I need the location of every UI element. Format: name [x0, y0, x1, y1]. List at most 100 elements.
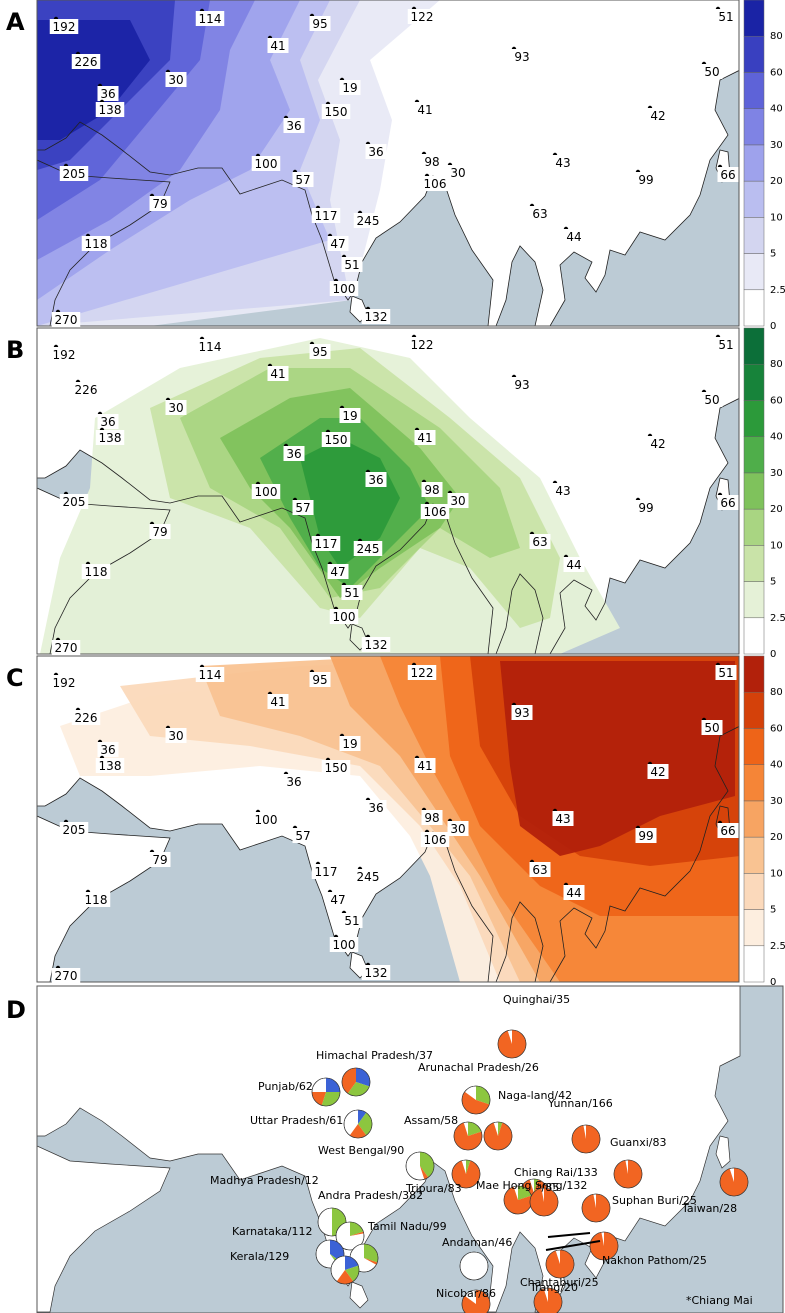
- site-label: 36: [283, 443, 305, 461]
- site-value: 41: [270, 39, 285, 53]
- site-value: 117: [315, 865, 338, 879]
- site-label: 42: [647, 105, 669, 123]
- pie-outline: [311, 1077, 341, 1107]
- site-label-box: [447, 821, 469, 836]
- site-label-box: [414, 758, 436, 773]
- site-value: 50: [704, 393, 719, 407]
- site-value: 57: [295, 829, 310, 843]
- site-label-box: [149, 852, 171, 867]
- site-label-box: [327, 236, 349, 251]
- site-label-box: [447, 493, 469, 508]
- site-value: 192: [53, 20, 76, 34]
- site-value: 63: [532, 535, 547, 549]
- colorbar-segment-6: [743, 400, 765, 437]
- site-label-box: [311, 864, 341, 879]
- site-label: 100: [251, 481, 281, 499]
- site-label-box: [327, 892, 349, 907]
- colorbar-segment-4: [743, 144, 765, 182]
- colorbar-tick: 60: [770, 723, 783, 734]
- site-value: 118: [85, 893, 108, 907]
- site-label: 99: [635, 169, 657, 187]
- colorbar-segment-5: [743, 764, 765, 802]
- site-label-box: [511, 705, 533, 720]
- site-label-box: [81, 236, 111, 251]
- site-label: 270: [51, 965, 81, 983]
- pie-label: Madhya Pradesh/12: [210, 1174, 319, 1187]
- colorbar-tick: 5: [770, 577, 776, 588]
- site-label-box: [49, 19, 79, 34]
- site-label-box: [407, 665, 437, 680]
- site-label: 95: [309, 13, 331, 31]
- colorbar-tick: 30: [770, 468, 783, 479]
- site-label: 270: [51, 637, 81, 655]
- site-label: 50: [701, 717, 723, 735]
- site-label: 114: [195, 336, 225, 354]
- site-value: 42: [650, 437, 665, 451]
- site-value: 100: [333, 282, 356, 296]
- site-label-box: [251, 812, 281, 827]
- colorbar-tick: 60: [770, 395, 783, 406]
- site-value: 51: [344, 914, 359, 928]
- colorbar-segment-8: [743, 0, 765, 37]
- site-value: 42: [650, 109, 665, 123]
- site-value: 245: [357, 542, 380, 556]
- site-value: 117: [315, 537, 338, 551]
- site-value: 100: [333, 610, 356, 624]
- site-value: 51: [718, 666, 733, 680]
- site-value: 44: [566, 230, 581, 244]
- pie-slice: [321, 1092, 340, 1106]
- site-label-box: [321, 432, 351, 447]
- pie-slice: [498, 1030, 526, 1058]
- site-label: 30: [447, 818, 469, 836]
- site-label-box: [717, 823, 739, 838]
- site-value: 106: [424, 505, 447, 519]
- colorbar-segment-3: [743, 180, 765, 218]
- site-label: 99: [635, 497, 657, 515]
- pie-chart: Himachal Pradesh/37: [316, 1049, 433, 1097]
- site-label-box: [563, 229, 585, 244]
- site-label: 42: [647, 433, 669, 451]
- site-value: 95: [312, 345, 327, 359]
- site-label: 106: [420, 173, 450, 191]
- pie-label: Arunachal Pradesh/26: [418, 1061, 539, 1074]
- colorbar-tick: 20: [770, 504, 783, 515]
- site-label: 132: [361, 962, 391, 980]
- site-label-box: [715, 337, 737, 352]
- site-label: 93: [511, 46, 533, 64]
- site-label: 79: [149, 849, 171, 867]
- site-label: 66: [717, 820, 739, 838]
- site-label-box: [81, 564, 111, 579]
- site-label-box: [49, 675, 79, 690]
- site-label: 44: [563, 554, 585, 572]
- site-value: 30: [168, 729, 183, 743]
- site-value: 106: [424, 833, 447, 847]
- pie-label: Karnataka/112: [232, 1225, 312, 1238]
- contour-band-7: [37, 20, 150, 140]
- site-label-box: [311, 536, 341, 551]
- pie-chart: Guanxi/83: [610, 1136, 666, 1189]
- site-label: 132: [361, 306, 391, 324]
- site-label-box: [71, 382, 101, 397]
- site-value: 47: [330, 565, 345, 579]
- site-label: 57: [292, 169, 314, 187]
- site-label-box: [195, 667, 225, 682]
- site-label-box: [339, 408, 361, 423]
- pie-chart: Quinghai/35: [497, 993, 570, 1059]
- pie-slice: [358, 1112, 372, 1136]
- site-value: 95: [312, 673, 327, 687]
- site-label: 114: [195, 664, 225, 682]
- site-label-box: [195, 11, 225, 26]
- site-value: 66: [720, 496, 735, 510]
- site-label: 138: [95, 427, 125, 445]
- site-value: 79: [152, 197, 167, 211]
- site-value: 44: [566, 886, 581, 900]
- site-label: 51: [341, 582, 363, 600]
- site-label-box: [283, 774, 305, 789]
- colorbar-segment-8: [743, 655, 765, 693]
- site-value: 51: [718, 338, 733, 352]
- pie-label: Punjab/62: [258, 1080, 313, 1093]
- site-label-box: [195, 339, 225, 354]
- site-label: 150: [321, 101, 351, 119]
- pie-slice: [312, 1092, 326, 1106]
- site-value: 205: [63, 495, 86, 509]
